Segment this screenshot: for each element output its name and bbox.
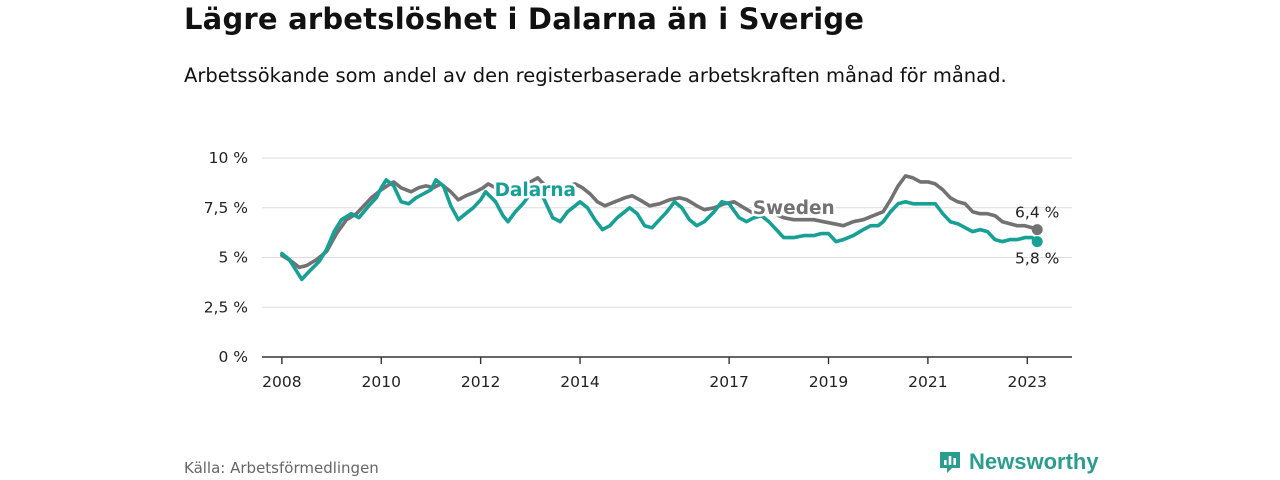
y-tick-label: 5 % [218, 249, 248, 267]
x-tick-label: 2012 [461, 373, 500, 391]
x-tick-label: 2017 [709, 373, 748, 391]
series-end-label-dalarna: 5,8 % [1015, 250, 1059, 268]
series-end-label-sweden: 6,4 % [1015, 204, 1059, 222]
x-tick-label: 2014 [560, 373, 599, 391]
newsworthy-logo-icon [940, 452, 960, 473]
brand-name: Newsworthy [969, 449, 1099, 474]
y-tick-label: 7,5 % [204, 199, 248, 217]
x-tick-label: 2008 [262, 373, 301, 391]
x-tick-label: 2019 [809, 373, 848, 391]
series-line-dalarna [280, 178, 1039, 282]
brand-logo: Newsworthy [937, 449, 1099, 475]
series-name-label-dalarna: Dalarna [495, 180, 576, 201]
x-tick-label: 2023 [1008, 373, 1047, 391]
y-tick-label: 0 % [218, 348, 248, 366]
page-subtitle: Arbetssökande som andel av den registerb… [184, 64, 1007, 87]
y-tick-label: 2,5 % [204, 298, 248, 316]
page-title: Lägre arbetslöshet i Dalarna än i Sverig… [184, 2, 865, 36]
source-note: Källa: Arbetsförmedlingen [184, 459, 379, 477]
y-tick-label: 10 % [209, 149, 248, 167]
x-tick-label: 2021 [908, 373, 947, 391]
series-name-label-sweden: Sweden [753, 198, 835, 219]
x-tick-label: 2010 [362, 373, 401, 391]
series-end-marker-dalarna [1031, 236, 1043, 248]
series-line-sweden [280, 174, 1039, 270]
series-end-marker-sweden [1031, 224, 1043, 236]
